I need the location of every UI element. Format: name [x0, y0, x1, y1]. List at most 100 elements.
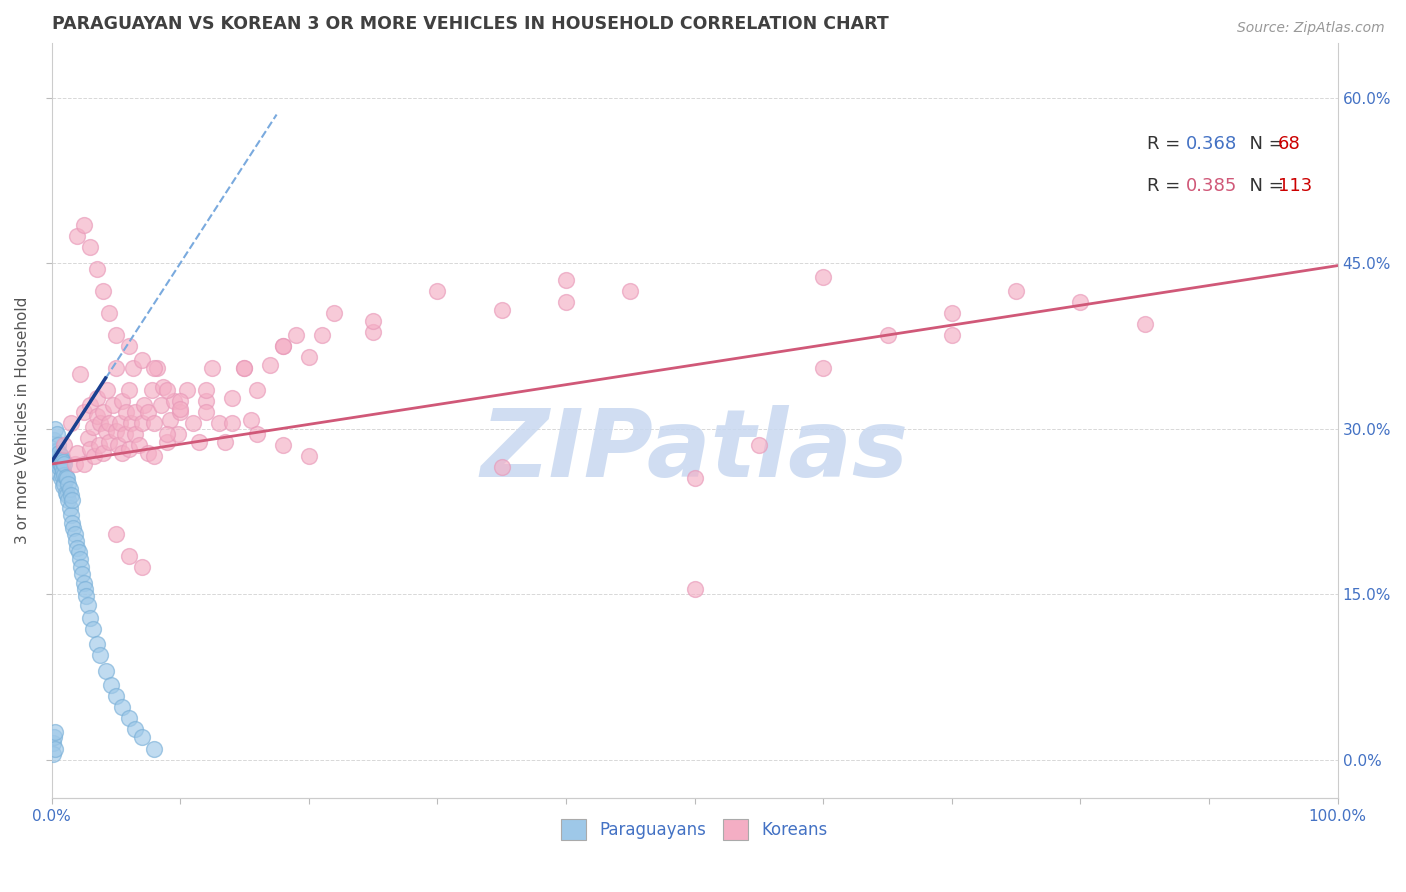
Point	[49, 471, 72, 485]
Point	[108, 417, 131, 431]
Point	[118, 383, 141, 397]
Point	[91, 405, 114, 419]
Point	[619, 284, 641, 298]
Point	[44, 455, 66, 469]
Point	[75, 590, 97, 604]
Point	[1069, 295, 1091, 310]
Point	[45, 443, 67, 458]
Point	[941, 306, 963, 320]
Point	[239, 413, 262, 427]
Point	[159, 413, 181, 427]
Point	[246, 427, 269, 442]
Point	[56, 488, 79, 502]
Text: PARAGUAYAN VS KOREAN 3 OR MORE VEHICLES IN HOUSEHOLD CORRELATION CHART: PARAGUAYAN VS KOREAN 3 OR MORE VEHICLES …	[52, 15, 889, 33]
Point	[233, 361, 256, 376]
Text: 0.385: 0.385	[1187, 177, 1237, 194]
Point	[811, 361, 834, 376]
Point	[98, 435, 121, 450]
Point	[60, 516, 83, 530]
Point	[156, 383, 179, 397]
Point	[46, 457, 69, 471]
Point	[53, 468, 76, 483]
Point	[42, 433, 65, 447]
Point	[53, 477, 76, 491]
Point	[76, 598, 98, 612]
Point	[284, 328, 307, 343]
Point	[118, 442, 141, 456]
Point	[89, 648, 111, 662]
Point	[131, 417, 153, 431]
Point	[58, 493, 80, 508]
Point	[41, 455, 63, 469]
Point	[118, 711, 141, 725]
Point	[124, 722, 146, 736]
Point	[259, 358, 281, 372]
Legend: Paraguayans, Koreans: Paraguayans, Koreans	[555, 813, 835, 847]
Text: Source: ZipAtlas.com: Source: ZipAtlas.com	[1237, 21, 1385, 35]
Point	[73, 405, 96, 419]
Point	[96, 383, 118, 397]
Point	[121, 361, 143, 376]
Point	[51, 468, 73, 483]
Point	[44, 422, 66, 436]
Point	[94, 424, 117, 438]
Point	[56, 471, 79, 485]
Point	[53, 457, 76, 471]
Point	[48, 460, 70, 475]
Point	[233, 361, 256, 376]
Point	[44, 741, 66, 756]
Point	[73, 582, 96, 596]
Point	[118, 549, 141, 563]
Point	[876, 328, 898, 343]
Point	[146, 361, 169, 376]
Point	[104, 689, 127, 703]
Point	[45, 427, 67, 442]
Point	[42, 736, 65, 750]
Point	[683, 582, 706, 596]
Point	[104, 361, 127, 376]
Point	[111, 699, 134, 714]
Point	[194, 394, 217, 409]
Point	[361, 314, 384, 328]
Text: 113: 113	[1278, 177, 1312, 194]
Point	[491, 460, 513, 475]
Point	[86, 637, 108, 651]
Point	[91, 446, 114, 460]
Point	[111, 394, 134, 409]
Point	[69, 367, 91, 381]
Point	[58, 477, 80, 491]
Point	[86, 261, 108, 276]
Point	[941, 328, 963, 343]
Point	[181, 417, 204, 431]
Point	[131, 731, 153, 745]
Point	[683, 471, 706, 485]
Point	[55, 485, 77, 500]
Point	[73, 576, 96, 591]
Point	[221, 391, 243, 405]
Point	[79, 611, 101, 625]
Point	[111, 446, 134, 460]
Point	[166, 427, 188, 442]
Point	[143, 417, 166, 431]
Point	[89, 417, 111, 431]
Point	[65, 534, 87, 549]
Point	[48, 446, 70, 460]
Point	[87, 438, 110, 452]
Point	[67, 545, 90, 559]
Point	[271, 438, 294, 452]
Point	[748, 438, 770, 452]
Point	[271, 339, 294, 353]
Point	[59, 488, 82, 502]
Point	[201, 361, 224, 376]
Point	[45, 455, 67, 469]
Point	[73, 218, 96, 232]
Point	[42, 747, 65, 761]
Text: 0.368: 0.368	[1187, 135, 1237, 153]
Point	[72, 567, 94, 582]
Point	[163, 394, 186, 409]
Point	[194, 405, 217, 419]
Point	[52, 464, 75, 478]
Point	[59, 508, 82, 522]
Point	[63, 457, 86, 471]
Point	[143, 361, 166, 376]
